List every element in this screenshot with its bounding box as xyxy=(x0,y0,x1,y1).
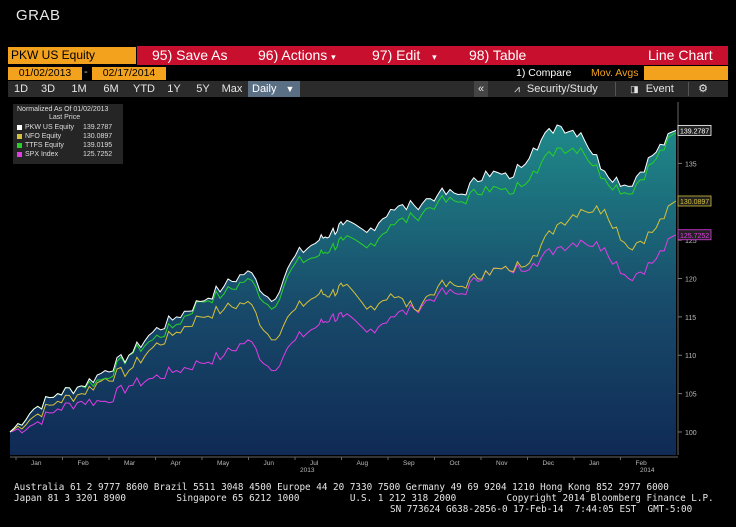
year-label: 2013 xyxy=(300,467,315,473)
x-tick-label: Mar xyxy=(124,460,136,467)
actions-label: 96) Actions xyxy=(258,47,328,63)
range-max[interactable]: Max xyxy=(221,83,243,95)
end-date-input[interactable]: 02/17/2014 xyxy=(92,67,166,80)
last-value-tag xyxy=(677,195,712,207)
range-1d[interactable]: 1D xyxy=(13,83,29,95)
gear-icon[interactable]: ⚙ xyxy=(698,83,708,95)
last-value-tag xyxy=(677,229,712,241)
x-tick-label: Sep xyxy=(403,460,415,467)
event-icon: ◨ xyxy=(630,84,639,94)
range-1y[interactable]: 1Y xyxy=(167,83,181,95)
event-button[interactable]: ◨ Event xyxy=(622,81,682,97)
x-tick-label: Feb xyxy=(78,460,90,467)
last-value-label: 139.2787 xyxy=(680,128,709,135)
legend-subheader: Last Price xyxy=(49,114,81,121)
series-line xyxy=(9,132,677,433)
window-title: GRAB xyxy=(16,7,61,24)
date-separator: - xyxy=(84,66,88,78)
legend-item-name: SPX Index xyxy=(25,151,59,158)
legend-header: Normalized As Of 01/02/2013 xyxy=(17,106,109,113)
line-chart-button[interactable]: Line Chart xyxy=(648,46,728,65)
footer-copyright-line: Japan 81 3 3201 8900 Singapore 65 6212 1… xyxy=(14,493,714,504)
series-line xyxy=(9,200,677,433)
legend-swatch xyxy=(17,124,22,130)
legend-item: SPX Index 125.7252 xyxy=(17,150,121,159)
y-tick-label: 110 xyxy=(685,353,696,360)
legend-item-value: 125.7252 xyxy=(83,151,113,158)
security-study-button[interactable]: ⩘ Security/Study xyxy=(500,81,612,97)
range-5y[interactable]: 5Y xyxy=(196,83,210,95)
y-tick-label: 125 xyxy=(685,238,697,245)
legend-item: NFO Equity 130.0897 xyxy=(17,132,121,141)
last-value-tag xyxy=(677,124,712,136)
start-date-input[interactable]: 01/02/2013 xyxy=(8,67,82,80)
range-1m[interactable]: 1M xyxy=(71,83,87,95)
table-button[interactable]: 98) Table xyxy=(469,46,559,65)
legend-item-value: 130.0897 xyxy=(83,133,113,140)
legend-item-value: 139.0195 xyxy=(83,142,113,149)
legend-swatch xyxy=(17,142,22,148)
last-value-label: 125.7252 xyxy=(680,233,709,240)
legend-item-value: 139.2787 xyxy=(83,124,113,131)
range-6m[interactable]: 6M xyxy=(103,83,119,95)
x-tick-label: Feb xyxy=(636,460,648,467)
footer-session-line: SN 773624 G638-2856-0 17-Feb-14 7:44:05 … xyxy=(390,504,693,515)
y-tick-label: 135 xyxy=(685,161,697,168)
y-tick-label: 115 xyxy=(685,315,696,322)
legend: Normalized As Of 01/02/2013 Last Price P… xyxy=(13,104,123,164)
security-input[interactable]: PKW US Equity xyxy=(8,47,136,64)
x-tick-label: Apr xyxy=(171,460,182,467)
divider xyxy=(615,82,616,96)
x-tick-label: Jul xyxy=(310,460,319,467)
edit-button[interactable]: 97) Edit ▾ xyxy=(372,46,448,65)
y-tick-label: 105 xyxy=(685,392,697,399)
x-tick-label: Dec xyxy=(543,460,555,467)
legend-item-name: NFO Equity xyxy=(25,133,62,140)
actions-button[interactable]: 96) Actions ▾ xyxy=(258,46,344,65)
chevron-down-icon: ▼ xyxy=(285,84,295,94)
range-bar xyxy=(8,81,728,97)
event-label: Event xyxy=(645,83,674,95)
save-as-button[interactable]: 95) Save As xyxy=(152,46,252,65)
y-tick-label: 120 xyxy=(685,277,697,284)
legend-swatch xyxy=(17,133,22,139)
range-3d[interactable]: 3D xyxy=(40,83,56,95)
chevron-down-icon: ▾ xyxy=(432,52,437,62)
chart-study-icon: ⩘ xyxy=(514,84,520,95)
compare-link[interactable]: 1) Compare xyxy=(516,67,572,79)
series-line xyxy=(9,124,677,433)
series-line xyxy=(9,234,677,434)
line-chart: 100105110115120125130135139.2787130.0897… xyxy=(9,102,712,473)
x-tick-label: Oct xyxy=(450,460,460,467)
y-tick-label: 100 xyxy=(685,430,697,437)
frequency-dropdown[interactable]: Daily ▼ xyxy=(248,81,300,97)
legend-item-name: TTFS Equity xyxy=(25,142,64,149)
legend-item-name: PKW US Equity xyxy=(25,124,75,131)
collapse-icon[interactable]: « xyxy=(474,81,488,97)
edit-label: 97) Edit xyxy=(372,47,421,63)
mov-avgs-link[interactable]: Mov. Avgs xyxy=(591,67,639,79)
x-tick-label: May xyxy=(217,460,230,467)
frequency-label: Daily xyxy=(252,83,277,95)
area-fill xyxy=(10,125,676,455)
legend-item: TTFS Equity 139.0195 xyxy=(17,141,121,150)
legend-swatch xyxy=(17,151,22,157)
range-ytd[interactable]: YTD xyxy=(133,83,155,95)
last-value-label: 130.0897 xyxy=(680,199,709,206)
mov-avgs-input[interactable] xyxy=(644,66,728,80)
chevron-down-icon: ▾ xyxy=(331,52,336,62)
divider xyxy=(688,82,689,96)
x-tick-label: Jun xyxy=(264,460,275,467)
security-study-label: Security/Study xyxy=(526,83,598,95)
x-tick-label: Aug xyxy=(357,460,369,467)
x-tick-label: Jan xyxy=(31,460,42,467)
x-tick-label: Jan xyxy=(589,460,600,467)
year-label: 2014 xyxy=(640,467,655,473)
legend-item: PKW US Equity 139.2787 xyxy=(17,123,121,132)
x-tick-label: Nov xyxy=(496,460,508,467)
footer-contacts-line: Australia 61 2 9777 8600 Brazil 5511 304… xyxy=(14,482,669,493)
